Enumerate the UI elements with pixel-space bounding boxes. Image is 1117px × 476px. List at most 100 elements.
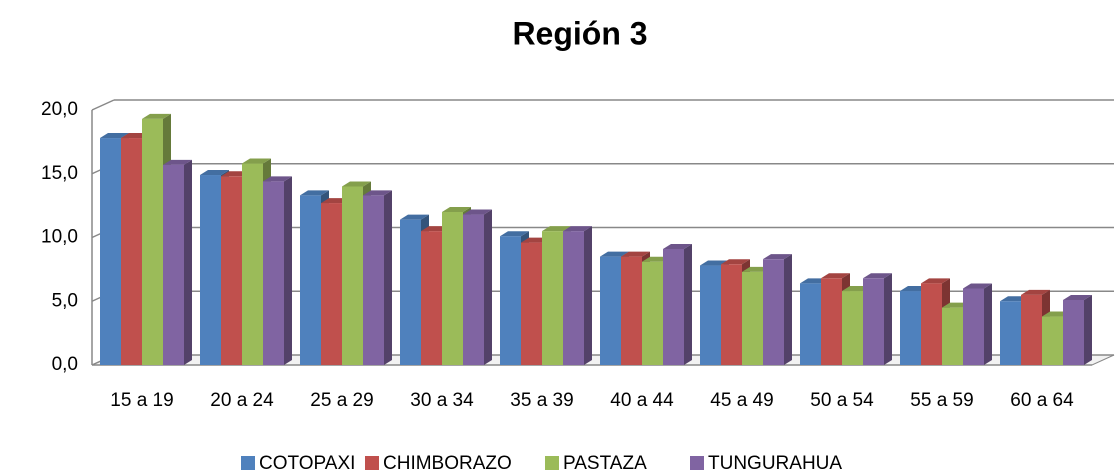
x-tick-label: 20 a 24 <box>210 390 274 411</box>
bar-top <box>600 251 629 257</box>
bar <box>100 138 121 365</box>
bar <box>600 256 621 365</box>
bar <box>342 186 363 365</box>
bar-top <box>1021 289 1050 295</box>
bar <box>863 278 884 365</box>
bar <box>221 176 242 365</box>
bar <box>242 163 263 365</box>
bar <box>400 219 421 365</box>
y-tick-label: 15,0 <box>41 163 78 184</box>
bar-top <box>263 176 292 182</box>
bar <box>200 175 221 365</box>
bar <box>142 118 163 365</box>
bar <box>1021 294 1042 365</box>
legend-label: CHIMBORAZO <box>383 453 512 474</box>
bar-top <box>142 113 171 119</box>
bar <box>163 164 184 365</box>
bar-side <box>984 283 992 365</box>
bar <box>442 212 463 365</box>
bar-top <box>342 181 371 187</box>
legend-swatch <box>241 456 255 470</box>
bar <box>921 283 942 365</box>
legend-label: COTOPAXI <box>259 453 355 474</box>
y-tick-label: 10,0 <box>41 227 78 248</box>
y-tick-label: 5,0 <box>52 290 78 311</box>
legend-swatch <box>545 456 559 470</box>
bar-top <box>721 259 750 265</box>
bar-top <box>442 207 471 212</box>
bar <box>500 236 521 365</box>
chart-title: Región 3 <box>512 15 647 51</box>
legend-swatch <box>365 456 379 470</box>
bar-top <box>200 170 229 176</box>
bar <box>263 181 284 365</box>
legend-label: PASTAZA <box>563 453 647 474</box>
bar-top <box>921 278 950 284</box>
bar-top <box>621 251 650 257</box>
bar-side <box>1084 294 1092 365</box>
bar <box>363 195 384 365</box>
bar <box>642 261 663 365</box>
bar <box>542 231 563 365</box>
x-tick-label: 25 a 29 <box>310 390 373 411</box>
bar-side <box>184 159 192 365</box>
bar-side <box>284 176 292 365</box>
bar <box>563 231 584 365</box>
bar-side <box>884 273 892 365</box>
x-tick-label: 15 a 19 <box>110 390 173 411</box>
bar-top <box>563 226 592 232</box>
x-tick-label: 40 a 44 <box>610 390 674 411</box>
bar-top <box>463 209 492 215</box>
bar-side <box>784 254 792 365</box>
bar-top <box>863 273 892 279</box>
bar <box>463 214 484 365</box>
legend-swatch <box>690 456 704 470</box>
bar-side <box>484 209 492 365</box>
x-tick-label: 30 a 34 <box>410 390 474 411</box>
bar-side <box>684 243 692 365</box>
y-tick-label: 0,0 <box>52 354 78 375</box>
bar <box>700 265 721 365</box>
bar-top <box>542 226 571 232</box>
bar <box>1042 316 1063 365</box>
x-tick-label: 60 a 64 <box>1010 390 1074 411</box>
x-tick-label: 55 a 59 <box>910 390 973 411</box>
y-tick-label: 20,0 <box>41 99 78 120</box>
bar <box>621 256 642 365</box>
x-tick-label: 35 a 39 <box>510 390 573 411</box>
bar <box>721 264 742 365</box>
bar <box>321 203 342 365</box>
bar-top <box>300 190 329 196</box>
grid-line-wall <box>91 99 115 111</box>
bar-top <box>663 243 692 249</box>
bar <box>742 271 763 365</box>
bar-top <box>821 273 850 279</box>
bar-top <box>100 133 129 139</box>
bar <box>521 242 542 365</box>
bar-top <box>763 254 792 260</box>
bar-side <box>584 226 592 365</box>
bar-top <box>500 231 529 237</box>
legend-label: TUNGURAHUA <box>708 453 842 474</box>
bar <box>821 278 842 365</box>
bar <box>963 288 984 365</box>
bar-top <box>963 283 992 289</box>
bar <box>763 259 784 365</box>
bar-top <box>363 190 392 196</box>
bar-top <box>400 214 429 220</box>
bar <box>300 195 321 365</box>
bar <box>1000 301 1021 365</box>
x-tick-label: 50 a 54 <box>810 390 874 411</box>
bar <box>900 291 921 365</box>
bar <box>1063 299 1084 365</box>
bar-top <box>242 158 271 164</box>
bar <box>800 283 821 365</box>
bar <box>121 138 142 365</box>
bar <box>663 248 684 365</box>
x-tick-label: 45 a 49 <box>710 390 773 411</box>
bar-top <box>1063 294 1092 300</box>
bar-top <box>163 159 192 165</box>
bar-side <box>384 190 392 365</box>
bar <box>421 231 442 365</box>
